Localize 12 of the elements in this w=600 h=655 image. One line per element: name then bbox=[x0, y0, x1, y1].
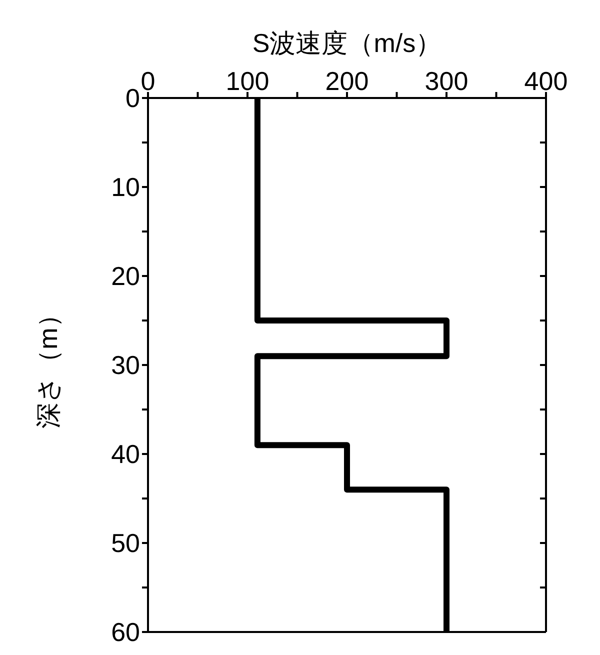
x-tick-label: 400 bbox=[524, 66, 568, 96]
x-axis-title: S波速度（m/s） bbox=[252, 28, 442, 58]
x-tick-label: 300 bbox=[424, 66, 468, 96]
y-tick-label: 20 bbox=[111, 261, 140, 292]
y-tick-label: 30 bbox=[111, 350, 140, 380]
y-tick-label: 60 bbox=[111, 617, 140, 648]
x-tick-label: 200 bbox=[325, 66, 369, 96]
y-axis-title: 深さ（m） bbox=[33, 302, 64, 428]
y-tick-label: 10 bbox=[111, 172, 140, 202]
y-tick-label: 40 bbox=[111, 439, 140, 470]
y-tick-label: 50 bbox=[111, 528, 140, 558]
x-tick-label: 100 bbox=[226, 66, 270, 96]
